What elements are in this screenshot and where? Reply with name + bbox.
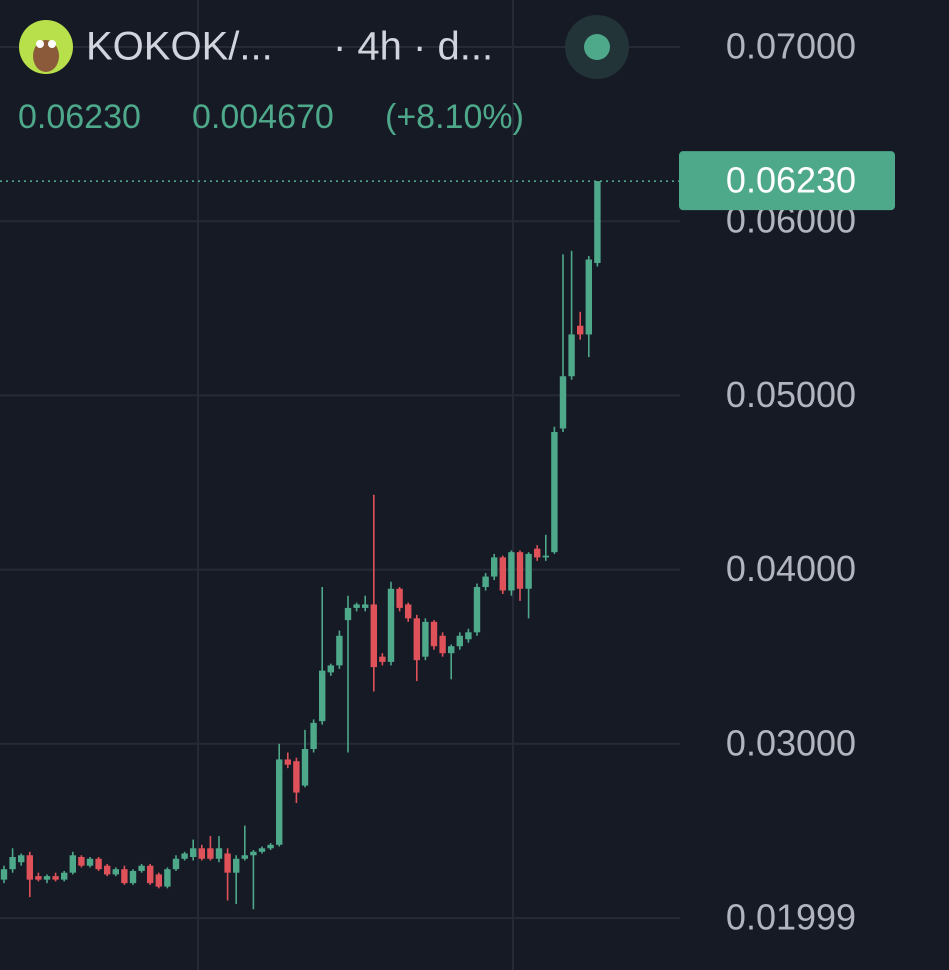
candles bbox=[0, 181, 601, 910]
candle-body bbox=[61, 872, 68, 880]
candle-body bbox=[448, 646, 455, 654]
price-change-percent: (+8.10%) bbox=[385, 98, 524, 136]
coin-logo-figure bbox=[33, 40, 59, 72]
candle-body bbox=[258, 848, 266, 852]
candle-body bbox=[155, 874, 162, 887]
candle-body bbox=[336, 635, 343, 666]
candle-body bbox=[224, 853, 231, 873]
y-tick-label: 0.01999 bbox=[726, 897, 856, 938]
candle-body bbox=[121, 869, 128, 884]
candle-body bbox=[568, 334, 575, 377]
candle-body bbox=[250, 851, 257, 856]
candle-body bbox=[465, 632, 472, 640]
candle-body bbox=[215, 848, 223, 859]
candle-body bbox=[439, 635, 446, 654]
candle-body bbox=[104, 865, 111, 875]
candle-body bbox=[516, 552, 524, 589]
candle-body bbox=[534, 548, 541, 558]
candle-body bbox=[0, 869, 8, 880]
candle-body bbox=[35, 876, 42, 880]
candle-body bbox=[310, 722, 317, 750]
candle-body bbox=[86, 858, 94, 866]
candle-body bbox=[129, 870, 137, 884]
candle-body bbox=[396, 588, 403, 608]
candle-body bbox=[233, 858, 240, 873]
candle-body bbox=[387, 588, 395, 662]
candle-body bbox=[241, 855, 248, 859]
candle-body bbox=[267, 844, 274, 849]
status-indicator bbox=[584, 34, 610, 60]
candle-body bbox=[370, 604, 377, 668]
candle-body bbox=[26, 855, 33, 880]
candle-body bbox=[276, 759, 283, 845]
header: KOKOK/... · 4h · d... 0.06230 0.004670 (… bbox=[18, 15, 629, 136]
y-tick-label: 0.07000 bbox=[726, 26, 856, 67]
candle-body bbox=[456, 635, 463, 647]
candle-body bbox=[164, 869, 171, 887]
candle-body bbox=[69, 855, 76, 873]
candle-body bbox=[362, 604, 369, 608]
candle-body bbox=[198, 848, 205, 859]
candle-body bbox=[190, 848, 197, 858]
candle-body bbox=[95, 858, 102, 870]
candle-body bbox=[559, 376, 567, 429]
grid bbox=[0, 46, 680, 920]
candle-body bbox=[293, 761, 300, 793]
candle-body bbox=[525, 553, 532, 589]
candle-body bbox=[542, 555, 549, 558]
last-price: 0.06230 bbox=[18, 98, 141, 136]
coin-logo-eye bbox=[36, 40, 44, 48]
candle-body bbox=[301, 749, 309, 786]
candle-body bbox=[327, 665, 334, 673]
candle-body bbox=[508, 552, 515, 591]
y-tick-label: 0.03000 bbox=[726, 722, 856, 763]
price-change: 0.004670 bbox=[192, 98, 334, 136]
candle-body bbox=[594, 181, 601, 264]
interval[interactable]: · 4h · d... bbox=[333, 25, 493, 69]
candle-body bbox=[379, 656, 386, 662]
last-price-box bbox=[679, 151, 895, 211]
candle-body bbox=[43, 876, 51, 880]
candle-body bbox=[482, 576, 489, 588]
candle-body bbox=[319, 670, 326, 722]
candle-body bbox=[551, 431, 558, 553]
candle-body bbox=[491, 557, 498, 577]
candle-body bbox=[577, 325, 584, 335]
candle-body bbox=[18, 855, 25, 863]
candle-body bbox=[585, 259, 592, 335]
candle-body bbox=[422, 621, 429, 657]
candle-body bbox=[430, 621, 438, 647]
candle-body bbox=[207, 848, 214, 859]
candle-body bbox=[9, 857, 16, 870]
candle-body bbox=[52, 876, 59, 880]
candle-body bbox=[473, 587, 481, 633]
symbol[interactable]: KOKOK/... bbox=[86, 25, 273, 69]
candle-body bbox=[499, 557, 506, 591]
last-price-label: 0.06230 bbox=[726, 160, 856, 201]
candle-body bbox=[284, 759, 291, 765]
coin-logo-eye bbox=[48, 40, 56, 48]
candle-body bbox=[172, 858, 180, 870]
candle-body bbox=[138, 865, 145, 871]
y-tick-label: 0.05000 bbox=[726, 374, 856, 415]
candle-body bbox=[78, 857, 85, 866]
candle-body bbox=[353, 604, 360, 608]
candle-body bbox=[344, 607, 352, 621]
candle-body bbox=[413, 618, 420, 661]
y-tick-label: 0.04000 bbox=[726, 548, 856, 589]
candle-body bbox=[181, 853, 188, 859]
candle-body bbox=[112, 869, 119, 875]
candle-body bbox=[147, 865, 154, 884]
candle-body bbox=[405, 604, 412, 619]
